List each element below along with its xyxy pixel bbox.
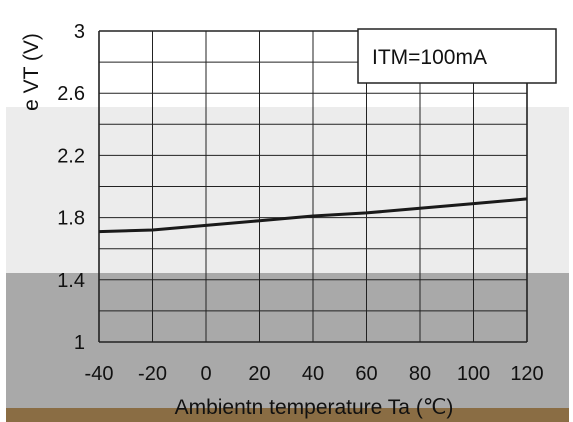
x-axis-ticks: -40 -20 0 20 40 60 80 100 120: [85, 363, 544, 385]
legend-annotation: ITM=100mA: [372, 46, 487, 69]
scan-band-foot: [6, 408, 569, 422]
series-line: [98, 197, 528, 234]
y-tick-label: 2.6: [57, 83, 85, 105]
x-tick-label: 80: [409, 363, 431, 385]
y-axis-ticks: 1 1.4 1.8 2.2 2.6 3: [57, 21, 85, 354]
scan-band-lower: [6, 273, 569, 408]
legend-box-frame: [357, 28, 557, 84]
x-tick-label: 0: [200, 363, 211, 385]
x-tick-label: -20: [138, 363, 167, 385]
x-tick-label: -40: [85, 363, 114, 385]
legend-box: ITM=100mA: [357, 28, 557, 84]
y-tick-label: 3: [74, 21, 85, 43]
y-axis-title: e VT (V): [20, 33, 43, 111]
x-axis-title: Ambientn temperature Ta (℃): [175, 396, 454, 419]
y-tick-label: 1.4: [57, 270, 85, 292]
x-tick-label: 120: [510, 363, 543, 385]
y-tick-label: 1.8: [57, 208, 85, 230]
x-tick-label: 40: [302, 363, 324, 385]
x-tick-label: 60: [355, 363, 377, 385]
series-layer: [98, 197, 528, 234]
y-tick-label: 1: [74, 332, 85, 354]
x-tick-label: 100: [457, 363, 490, 385]
y-tick-label: 2.2: [57, 145, 85, 167]
scan-band-middle: [6, 107, 569, 273]
x-tick-label: 20: [248, 363, 270, 385]
